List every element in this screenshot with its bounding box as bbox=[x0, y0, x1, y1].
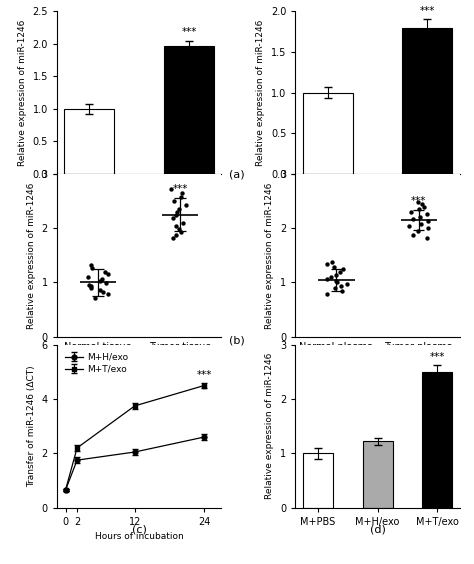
Point bbox=[87, 282, 94, 291]
Point bbox=[334, 278, 341, 287]
Text: ***: *** bbox=[173, 184, 188, 194]
Point bbox=[102, 279, 109, 288]
Point bbox=[409, 230, 416, 239]
Point bbox=[104, 270, 112, 279]
Point bbox=[414, 227, 421, 236]
Bar bbox=[64, 109, 114, 174]
Point bbox=[172, 222, 180, 231]
Point bbox=[177, 227, 184, 236]
Point bbox=[167, 184, 174, 193]
Point bbox=[172, 230, 180, 239]
Point bbox=[96, 285, 104, 294]
Point bbox=[425, 217, 432, 226]
Point bbox=[323, 259, 331, 268]
Bar bbox=[402, 28, 452, 174]
Point bbox=[101, 267, 109, 276]
Text: ***: *** bbox=[181, 27, 197, 37]
Text: ***: *** bbox=[429, 352, 445, 362]
Point bbox=[324, 290, 331, 299]
Text: ***: *** bbox=[419, 6, 435, 16]
Y-axis label: Relative expression of miR-1246: Relative expression of miR-1246 bbox=[265, 182, 274, 329]
Point bbox=[173, 208, 181, 217]
Point bbox=[414, 198, 422, 207]
Point bbox=[328, 272, 335, 281]
Point bbox=[407, 208, 415, 217]
Point bbox=[424, 224, 432, 233]
Bar bbox=[303, 453, 333, 508]
Point bbox=[333, 276, 340, 285]
Point bbox=[343, 280, 350, 289]
Point bbox=[170, 233, 177, 243]
Point bbox=[87, 283, 94, 292]
Text: (b): (b) bbox=[229, 336, 245, 346]
Text: (d): (d) bbox=[370, 525, 385, 535]
Y-axis label: Relative expression of miR-1246: Relative expression of miR-1246 bbox=[18, 19, 27, 166]
Point bbox=[328, 257, 336, 266]
Point bbox=[331, 283, 339, 292]
Point bbox=[330, 262, 337, 271]
Point bbox=[99, 275, 106, 284]
Bar bbox=[363, 442, 392, 508]
Point bbox=[337, 281, 345, 290]
Point bbox=[175, 204, 183, 213]
Point bbox=[424, 233, 431, 243]
Point bbox=[85, 280, 92, 289]
X-axis label: Hours of incubation: Hours of incubation bbox=[95, 532, 183, 541]
Point bbox=[339, 265, 346, 274]
Point bbox=[419, 200, 426, 209]
Text: ***: *** bbox=[196, 370, 212, 380]
Bar bbox=[164, 46, 214, 174]
Text: ***: *** bbox=[411, 196, 426, 206]
Point bbox=[424, 210, 431, 219]
Point bbox=[416, 213, 423, 222]
Point bbox=[405, 222, 412, 231]
Point bbox=[169, 214, 176, 223]
Point bbox=[96, 277, 104, 286]
Point bbox=[172, 211, 180, 220]
Point bbox=[175, 224, 182, 233]
Point bbox=[323, 275, 331, 284]
Point bbox=[84, 272, 91, 281]
Bar bbox=[303, 92, 353, 174]
Text: (c): (c) bbox=[132, 525, 146, 535]
Point bbox=[338, 286, 346, 295]
Point bbox=[417, 219, 425, 228]
Text: (a): (a) bbox=[229, 169, 245, 179]
Point bbox=[337, 268, 344, 277]
Y-axis label: Transfer of miR-1246 (ΔCT): Transfer of miR-1246 (ΔCT) bbox=[27, 365, 36, 487]
Point bbox=[415, 205, 423, 214]
Y-axis label: Relative expression of miR-1246: Relative expression of miR-1246 bbox=[27, 182, 36, 329]
Point bbox=[182, 201, 190, 210]
Y-axis label: Relative expression of miR-1246: Relative expression of miR-1246 bbox=[256, 19, 265, 166]
Legend: M+H/exo, M+T/exo: M+H/exo, M+T/exo bbox=[62, 349, 132, 377]
Y-axis label: Relative expression of miR-1246: Relative expression of miR-1246 bbox=[265, 353, 274, 500]
Point bbox=[91, 293, 99, 302]
Point bbox=[179, 218, 186, 227]
Point bbox=[177, 192, 184, 201]
Point bbox=[88, 263, 96, 272]
Point bbox=[178, 188, 186, 197]
Point bbox=[409, 214, 417, 223]
Bar bbox=[422, 372, 452, 508]
Point bbox=[420, 202, 428, 211]
Point bbox=[99, 288, 107, 297]
Point bbox=[170, 197, 178, 206]
Point bbox=[333, 270, 340, 279]
Point bbox=[87, 261, 95, 270]
Point bbox=[104, 290, 111, 299]
